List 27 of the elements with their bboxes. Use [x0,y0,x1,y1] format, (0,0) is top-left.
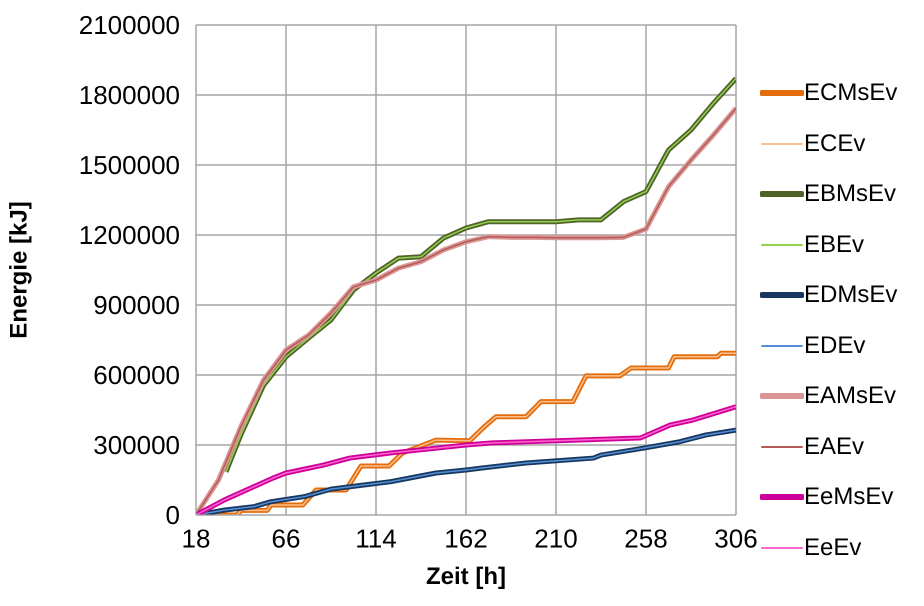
legend-label: EAMsEv [804,382,896,410]
legend-label: ECMsEv [804,79,898,108]
x-tick-label: 258 [624,523,668,554]
x-axis-title: Zeit [h] [426,563,506,590]
y-tick-label: 1200000 [78,220,180,250]
y-tick-label: 2100000 [78,10,180,40]
x-tick-label: 306 [714,523,758,554]
y-tick-label: 900000 [93,290,180,320]
legend-label: EeMsEv [804,483,894,512]
x-tick-label: 18 [182,523,210,554]
y-tick-label: 1500000 [78,150,180,180]
legend-label: EeEv [804,534,862,562]
y-axis-title: Energie [kJ] [6,201,33,339]
y-tick-label: 1800000 [78,80,180,110]
x-tick-label: 162 [444,523,488,554]
x-tick-label: 210 [534,523,578,554]
x-tick-label: 114 [355,523,397,554]
y-tick-label: 300000 [93,430,180,460]
legend-label: EDEv [804,332,866,360]
legend-label: EDMsEv [804,281,898,310]
legend-label: EAEv [804,432,864,461]
x-tick-label: 66 [272,523,300,554]
legend-label: EBMsEv [804,180,896,208]
legend-label: EBEv [804,230,864,259]
y-tick-label: 600000 [93,360,180,390]
legend-label: ECEv [804,130,866,158]
y-tick-label: 0 [166,500,180,530]
